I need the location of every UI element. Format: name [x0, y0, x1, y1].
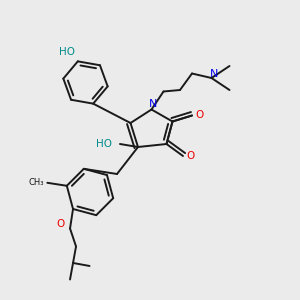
Text: O: O — [195, 110, 204, 121]
Text: O: O — [56, 219, 64, 229]
Text: HO: HO — [59, 47, 75, 57]
Text: HO: HO — [96, 139, 112, 149]
Text: N: N — [149, 99, 157, 109]
Text: O: O — [186, 151, 195, 161]
Text: CH₃: CH₃ — [29, 178, 44, 187]
Text: N: N — [210, 69, 218, 80]
